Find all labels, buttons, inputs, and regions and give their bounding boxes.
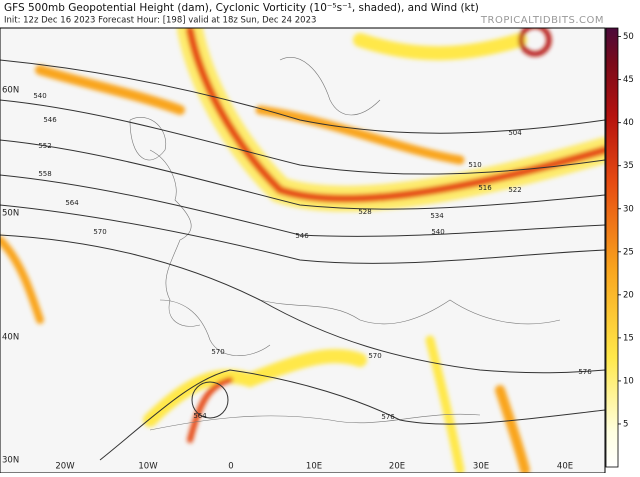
lat-label: 30N [2,456,19,466]
vorticity-shading [0,28,605,473]
contour-label: 576 [381,413,395,421]
colorbar-ticks: 5 10 15 20 25 30 35 40 45 50 [618,32,634,429]
axis-labels: 60N 50N 40N 30N 20W 10W 0 10E 20E 30E 40E [2,86,573,472]
contour-label: 510 [468,161,481,169]
contour-label: 540 [33,92,46,100]
coastlines [129,57,561,431]
lon-label: 10E [306,462,322,472]
contour-label: 564 [65,199,79,207]
source: TROPICALTIDBITS.COM [480,15,604,26]
map-area: 540 546 552 558 564 570 504 510 516 522 528 534 540 5… [0,28,605,473]
contour-label: 534 [430,212,444,220]
contour-label: 558 [38,170,51,178]
lat-label: 60N [2,86,19,96]
contour-label: 570 [368,352,381,360]
contour-label: 576 [578,368,592,376]
title: GFS 500mb Geopotential Height (dam), Cyc… [4,2,479,14]
colorbar-tick-label: 5 [623,419,628,429]
contour-label: 528 [358,208,371,216]
lon-label: 20E [389,462,405,472]
lon-label: 10W [138,462,158,472]
colorbar-tick-label: 35 [623,161,634,171]
colorbar-tick-label: 45 [623,75,634,85]
subtitle: Init: 12z Dec 16 2023 Forecast Hour: [19… [4,16,316,26]
contour-label: 546 [43,116,57,124]
contour-label: 540 [431,228,444,236]
lon-label: 0 [228,462,233,472]
contour-label: 516 [478,184,492,192]
contour-label: 564 [193,412,207,420]
colorbar-tick-label: 15 [623,333,634,343]
contour-label: 570 [93,228,106,236]
colorbar-tick-label: 25 [623,247,634,257]
contour-label: 522 [508,186,521,194]
contour-label: 570 [211,348,224,356]
colorbar-tick-label: 30 [623,204,634,214]
colorbar-tick-label: 40 [623,118,634,128]
lat-label: 50N [2,209,19,219]
colorbar-tick-label: 50 [623,32,634,42]
contour-label: 504 [508,129,522,137]
lon-label: 40E [557,462,573,472]
height-contours [0,59,605,461]
contour-labels: 540 546 552 558 564 570 504 510 516 522 528 534 540 5… [33,92,592,421]
lon-label: 30E [473,462,489,472]
contour-label: 552 [38,142,51,150]
colorbar-tick-label: 20 [623,290,634,300]
lon-label: 20W [55,462,75,472]
lat-label: 40N [2,333,19,343]
map-background [0,28,605,473]
colorbar-tick-label: 10 [623,376,634,386]
colorbar [605,27,619,468]
contour-label: 546 [295,232,309,240]
